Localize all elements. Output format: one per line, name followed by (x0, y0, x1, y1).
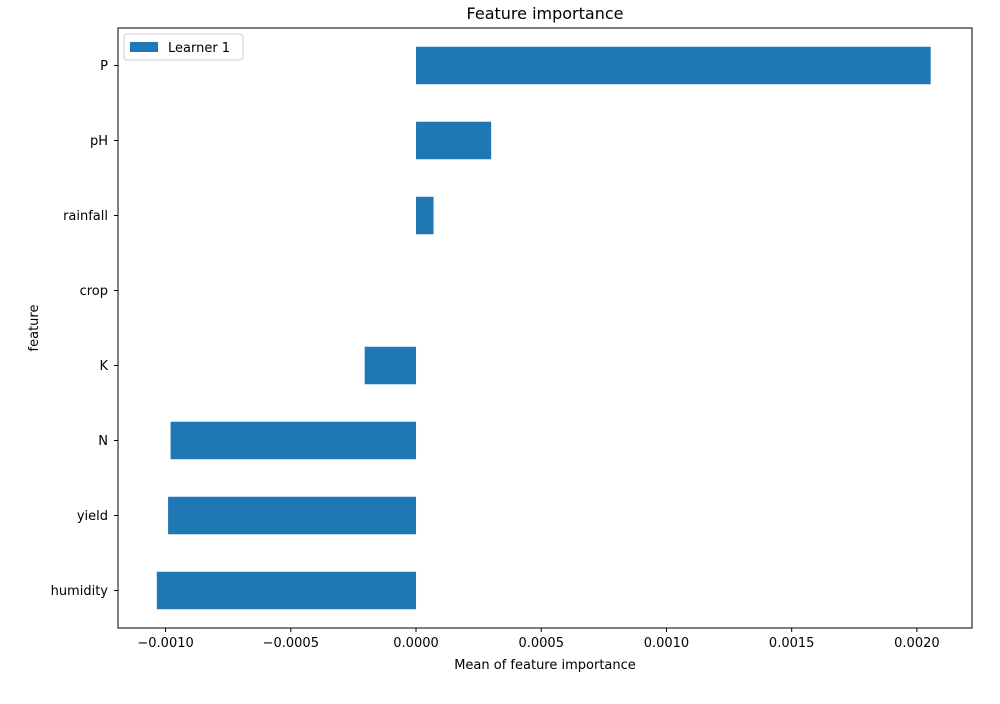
y-tick-label: K (99, 359, 108, 374)
y-axis-label: feature (27, 305, 42, 352)
x-axis: −0.0010 −0.0005 0.0000 0.0005 0.0010 0.0015 0.… (137, 628, 940, 651)
x-tick-label: 0.0000 (393, 636, 439, 651)
x-tick-label: 0.0010 (644, 636, 690, 651)
legend-swatch (130, 42, 158, 52)
x-tick-label: 0.0015 (769, 636, 815, 651)
x-tick-label: 0.0020 (894, 636, 940, 651)
x-tick-label: 0.0005 (518, 636, 564, 651)
y-tick-label: rainfall (63, 209, 108, 224)
legend: Learner 1 (123, 33, 244, 61)
bars-layer (156, 46, 931, 610)
bar-humidity (156, 571, 417, 610)
x-tick-label: −0.0010 (137, 636, 193, 651)
y-tick-label: humidity (51, 584, 109, 599)
y-tick-label: crop (80, 284, 108, 299)
bar-n (170, 421, 417, 460)
y-tick-label: P (100, 59, 108, 74)
y-tick-label: pH (90, 134, 108, 149)
bar-p (416, 46, 931, 85)
x-tick-label: −0.0005 (263, 636, 319, 651)
y-tick-label: yield (77, 509, 108, 524)
x-axis-label: Mean of feature importance (454, 658, 636, 673)
plot-frame (117, 27, 973, 629)
legend-box (123, 33, 244, 61)
bar-yield (168, 496, 417, 535)
bar-rainfall (416, 196, 434, 235)
legend-label: Learner 1 (168, 41, 230, 56)
chart-title: Feature importance (467, 4, 624, 23)
bar-k (364, 346, 417, 385)
y-tick-label: N (98, 434, 108, 449)
bar-ph (416, 121, 492, 160)
